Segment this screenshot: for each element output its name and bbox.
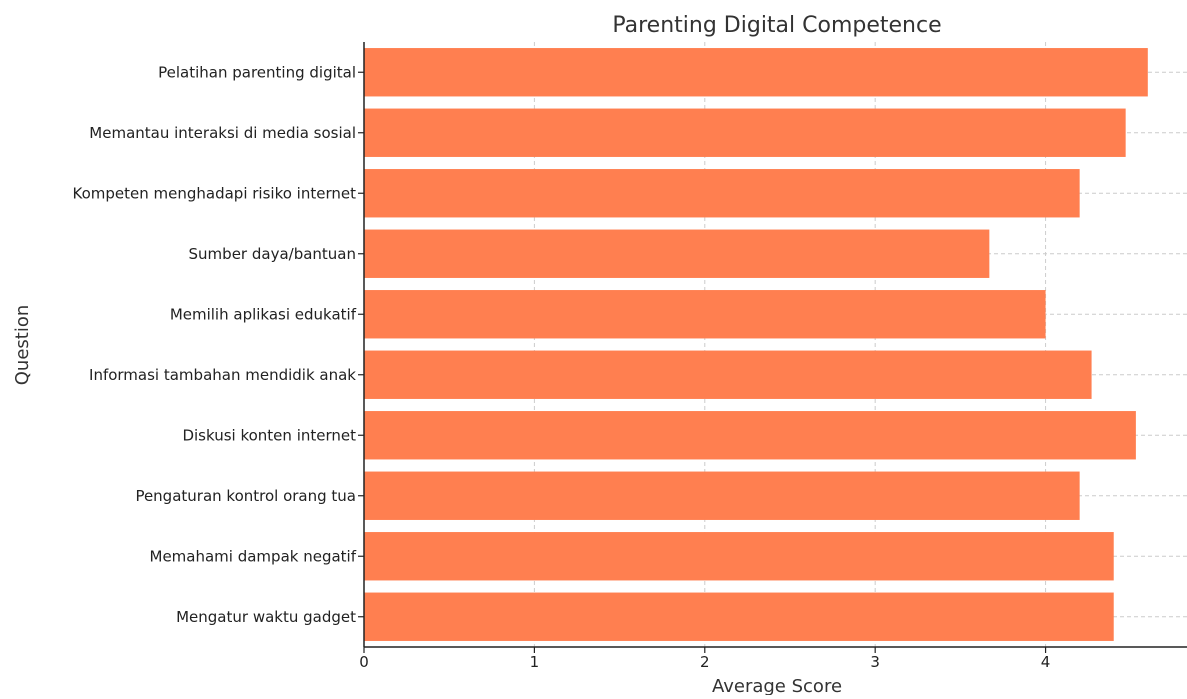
bar: [364, 350, 1092, 399]
y-tick-label: Memilih aplikasi edukatif: [170, 305, 357, 323]
y-tick-label: Pengaturan kontrol orang tua: [135, 487, 356, 505]
y-tick-label: Mengatur waktu gadget: [176, 608, 356, 626]
y-axis-label: Question: [12, 305, 33, 386]
y-tick-label: Kompeten menghadapi risiko internet: [73, 184, 357, 202]
bar: [364, 592, 1114, 641]
x-tick-label: 3: [870, 653, 880, 671]
bar: [364, 471, 1080, 520]
x-tick-label: 4: [1041, 653, 1051, 671]
labels: 0 1 2 3 4 Mengatur waktu gadget Memahami dampa…: [73, 63, 1051, 671]
y-tick-label: Diskusi konten internet: [182, 426, 356, 444]
bar: [364, 411, 1136, 460]
x-tick-label: 1: [530, 653, 540, 671]
bar: [364, 169, 1080, 218]
bar: [364, 48, 1148, 97]
y-tick-label: Memahami dampak negatif: [150, 547, 357, 565]
y-tick-label: Pelatihan parenting digital: [158, 63, 356, 81]
bar: [364, 532, 1114, 581]
bar: [364, 229, 990, 278]
x-tick-label: 2: [700, 653, 710, 671]
bar: [364, 290, 1046, 339]
x-axis-label: Average Score: [712, 676, 842, 695]
bar: [364, 108, 1126, 157]
x-tick-label: 0: [359, 653, 369, 671]
y-tick-label: Sumber daya/bantuan: [189, 245, 356, 263]
bars: [364, 48, 1148, 641]
chart-title: Parenting Digital Competence: [612, 13, 941, 38]
axes: [358, 42, 1187, 653]
y-tick-label: Informasi tambahan mendidik anak: [89, 366, 356, 384]
y-tick-label: Memantau interaksi di media sosial: [89, 124, 356, 142]
